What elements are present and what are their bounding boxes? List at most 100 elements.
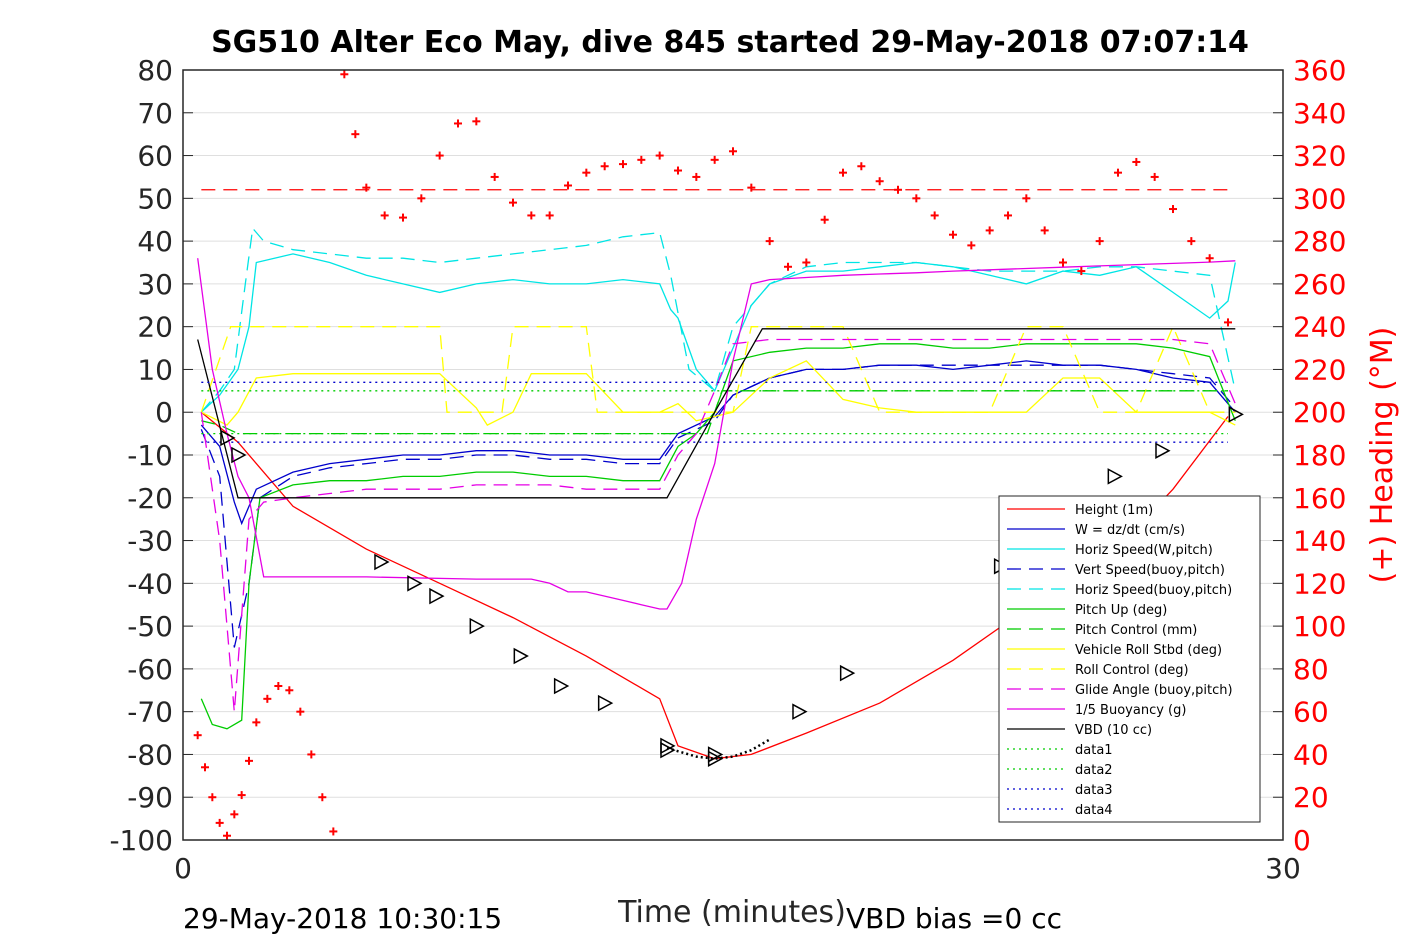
right-tick-label: 200 [1293, 396, 1346, 429]
series-horiz-speed-buoy-pitch [200, 226, 1236, 413]
series-layer [197, 226, 1236, 760]
right-tick-label: 40 [1293, 738, 1329, 771]
right-tick-label: 140 [1293, 525, 1346, 558]
heading-point [1004, 211, 1012, 220]
series-pitch-control-mm [201, 390, 1228, 435]
right-tick-label: 300 [1293, 182, 1346, 215]
heading-point [875, 177, 884, 186]
heading-point [380, 211, 389, 220]
heading-point [985, 226, 994, 235]
right-axis-label: (+) Heading (°M) [1365, 327, 1400, 584]
heading-point [765, 237, 774, 246]
legend-label: 1/5 Buoyancy (g) [1075, 703, 1186, 718]
heading-point [820, 215, 829, 224]
left-tick-label: 0 [155, 396, 173, 429]
heading-point [1114, 168, 1122, 177]
heading-point [223, 831, 231, 840]
left-tick-label: 50 [137, 182, 173, 215]
right-tick-label: 340 [1293, 97, 1346, 130]
left-tick-label: 70 [137, 97, 173, 130]
heading-point [619, 160, 627, 169]
heading-point [784, 262, 792, 271]
depth-marker [553, 677, 570, 695]
right-tick-label: 320 [1293, 140, 1346, 173]
heading-point [857, 162, 866, 171]
heading-point [201, 763, 209, 772]
heading-series [193, 70, 1232, 840]
bottom-dotted-trace [666, 738, 771, 760]
legend-label: data4 [1075, 803, 1113, 818]
heading-point [215, 818, 224, 827]
legend-entry: W = dz/dt (cm/s) [1007, 523, 1185, 538]
series-vbd-10-cc [197, 328, 1236, 499]
left-tick-label: 30 [137, 268, 173, 301]
heading-point [285, 686, 294, 695]
legend-entry: Pitch Up (deg) [1007, 603, 1167, 618]
left-tick-label: -70 [127, 696, 173, 729]
heading-point [208, 793, 217, 802]
depth-marker [469, 617, 485, 635]
series-glide-angle-buoy-pitch [200, 338, 1236, 712]
heading-point [1150, 172, 1159, 181]
x-axis-label: Time (minutes) [617, 895, 846, 930]
series-vert-speed-buoy-pitch [200, 364, 1236, 648]
right-axis: 3603403203002802602402202001801601401201… [1273, 54, 1346, 857]
heading-point [193, 731, 202, 740]
series-1-5-buoyancy-g [197, 258, 1236, 610]
heading-point [454, 119, 462, 128]
heading-point [1095, 237, 1104, 246]
series-w-dz-dt-cm-s [200, 360, 1236, 526]
heading-point [340, 70, 349, 79]
right-tick-label: 20 [1293, 781, 1329, 814]
depth-marker [513, 647, 529, 665]
heading-point [729, 147, 737, 156]
heading-point [230, 810, 239, 819]
legend-label: Pitch Up (deg) [1075, 603, 1167, 618]
depth-marker [220, 429, 236, 447]
heading-point [509, 198, 517, 207]
right-tick-label: 260 [1293, 268, 1346, 301]
heading-point [1132, 157, 1141, 166]
left-tick-label: -50 [127, 610, 173, 643]
heading-point [237, 791, 246, 800]
right-tick-label: 80 [1293, 653, 1329, 686]
left-tick-label: 80 [137, 54, 173, 87]
legend-entry: Glide Angle (buoy,pitch) [1007, 683, 1233, 698]
x-axis: 0 30 [174, 830, 1301, 885]
left-axis: 80 70 60 50 40 30 20 10 0 -10 -20 -30 -40 -50 -60 -70 -8… [109, 54, 193, 857]
legend-entry: data4 [1007, 803, 1113, 818]
legend-label: Height (1m) [1075, 503, 1153, 518]
legend-label: VBD (10 cc) [1075, 723, 1152, 738]
heading-point [545, 211, 554, 220]
legend-entry: data1 [1007, 743, 1113, 758]
heading-point [582, 168, 591, 177]
left-tick-label: -30 [127, 525, 173, 558]
series-roll-control-deg [200, 325, 1236, 413]
left-tick-label: 40 [137, 225, 173, 258]
heading-point [967, 241, 976, 250]
left-tick-label: 60 [137, 140, 173, 173]
legend-label: data1 [1075, 743, 1113, 758]
legend-entry: Height (1m) [1007, 503, 1153, 518]
series-pitch-up-deg [200, 343, 1236, 730]
heading-point [263, 694, 272, 703]
heading-point [1187, 237, 1196, 246]
heading-point [692, 172, 701, 181]
heading-point [362, 183, 371, 192]
heading-point [1022, 194, 1031, 203]
heading-point [1059, 258, 1067, 267]
left-tick-label: -40 [127, 567, 173, 600]
heading-point [351, 130, 360, 139]
right-tick-label: 220 [1293, 353, 1346, 386]
heading-point [894, 185, 902, 194]
left-tick-label: -80 [127, 738, 173, 771]
heading-point [245, 756, 253, 765]
legend-entry: data3 [1007, 783, 1113, 798]
heading-point [417, 194, 426, 203]
legend-entry: Roll Control (deg) [1007, 663, 1189, 678]
heading-point [747, 183, 756, 192]
left-tick-label: -100 [109, 824, 173, 857]
legend-label: W = dz/dt (cm/s) [1075, 523, 1185, 538]
heading-point [329, 827, 338, 836]
